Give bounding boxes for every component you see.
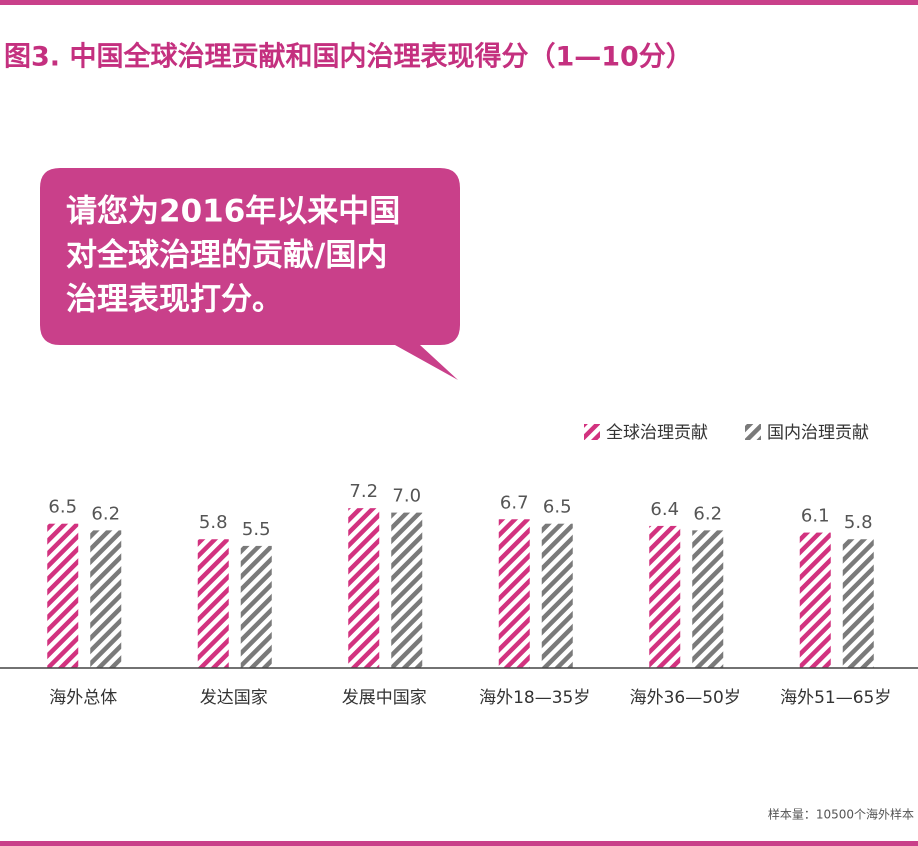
speech-bubble: [40, 168, 460, 380]
value-label: 6.7: [500, 492, 529, 513]
value-label: 6.2: [91, 503, 120, 524]
bar: [799, 532, 831, 668]
bar: [197, 539, 229, 668]
callout-line: 请您为2016年以来中国: [66, 194, 400, 230]
callout-line: 对全球治理的贡献/国内: [66, 238, 387, 274]
legend-swatch: [745, 424, 761, 440]
x-tick-label: 海外总体: [49, 688, 117, 708]
bar: [348, 508, 380, 668]
bar: [240, 545, 272, 668]
x-tick-label: 海外51—65岁: [780, 688, 891, 708]
sample-note: 样本量：10500个海外样本: [768, 807, 914, 822]
value-label: 5.5: [242, 519, 271, 540]
bar: [541, 523, 573, 668]
chart-title: 图3. 中国全球治理贡献和国内治理表现得分（1—10分）: [4, 41, 693, 73]
callout-line: 治理表现打分。: [66, 282, 283, 318]
value-label: 6.4: [650, 499, 679, 520]
legend-label: 全球治理贡献: [606, 423, 708, 443]
legend-label: 国内治理贡献: [767, 423, 869, 443]
bar: [842, 539, 874, 668]
value-label: 5.8: [844, 512, 873, 533]
value-label: 7.2: [349, 481, 378, 502]
x-tick-label: 发展中国家: [342, 688, 427, 708]
bar: [692, 530, 724, 668]
value-label: 6.1: [801, 506, 830, 527]
bottom-rule: [0, 841, 918, 846]
bar: [47, 523, 79, 668]
x-tick-label: 海外36—50岁: [630, 688, 741, 708]
x-tick-label: 发达国家: [200, 688, 268, 708]
value-label: 6.5: [48, 497, 77, 518]
value-label: 5.8: [199, 512, 228, 533]
bar: [391, 512, 423, 668]
x-tick-label: 海外18—35岁: [479, 688, 590, 708]
value-label: 6.2: [693, 503, 722, 524]
top-rule: [0, 0, 918, 5]
value-label: 7.0: [392, 486, 421, 507]
bar: [90, 530, 122, 668]
bar: [649, 525, 681, 668]
bar: [498, 519, 530, 668]
value-label: 6.5: [543, 497, 572, 518]
legend-swatch: [584, 424, 600, 440]
